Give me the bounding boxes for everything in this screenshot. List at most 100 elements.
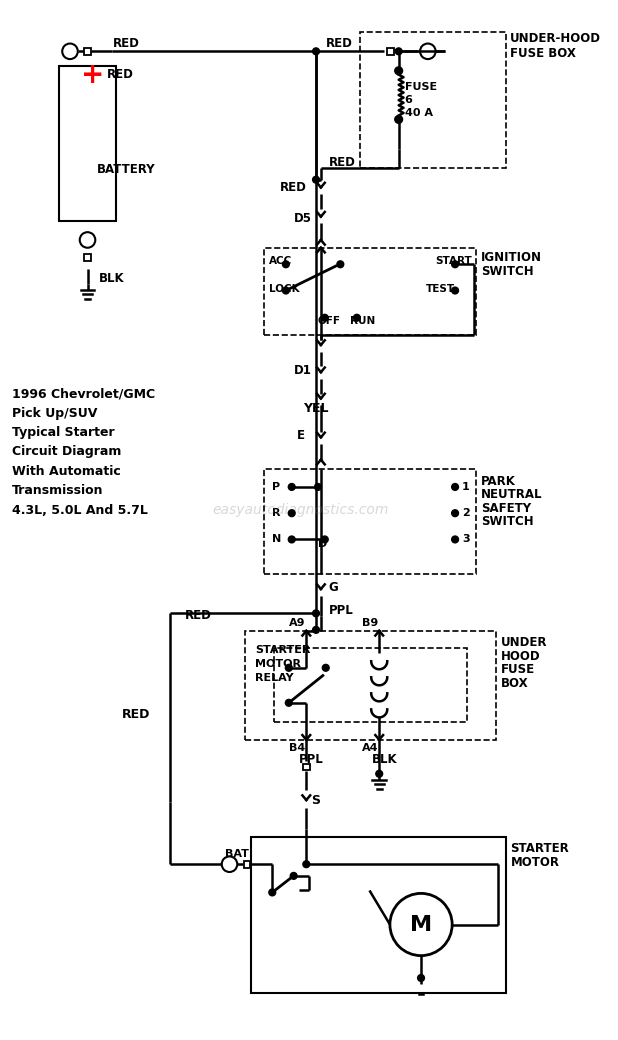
Text: MOTOR: MOTOR [510, 856, 559, 868]
Bar [59, 66, 116, 220]
Circle shape [452, 287, 459, 294]
Text: B9: B9 [362, 618, 378, 628]
Text: G: G [329, 580, 339, 594]
Text: D1: D1 [294, 364, 311, 376]
Text: A4: A4 [362, 743, 378, 753]
Text: Typical Starter: Typical Starter [12, 426, 114, 439]
Text: 3: 3 [462, 535, 470, 545]
Circle shape [395, 67, 402, 75]
Bar [360, 32, 506, 168]
Circle shape [289, 484, 295, 490]
Text: BAT: BAT [224, 850, 248, 859]
Circle shape [313, 176, 320, 183]
Circle shape [452, 510, 459, 517]
Text: D5: D5 [294, 212, 311, 225]
Circle shape [321, 314, 328, 321]
Text: STARTER: STARTER [510, 842, 569, 855]
Circle shape [337, 261, 344, 267]
Text: R: R [273, 509, 281, 518]
Bar [303, 763, 310, 771]
Circle shape [452, 484, 459, 490]
Text: RELAY: RELAY [255, 673, 294, 682]
Circle shape [289, 536, 295, 543]
Text: YEL: YEL [303, 401, 329, 415]
Circle shape [313, 626, 320, 633]
Text: BOX: BOX [501, 677, 528, 690]
Circle shape [452, 261, 459, 267]
Text: 40 A: 40 A [405, 107, 433, 118]
Text: A9: A9 [289, 618, 305, 628]
Text: UNDER: UNDER [501, 636, 548, 649]
Text: Transmission: Transmission [12, 485, 103, 497]
Text: 4.3L, 5.0L And 5.7L: 4.3L, 5.0L And 5.7L [12, 503, 148, 517]
Text: RED: RED [113, 37, 140, 50]
Text: SAFETY: SAFETY [481, 502, 531, 515]
Text: +: + [81, 60, 104, 88]
Text: MOTOR: MOTOR [255, 659, 301, 669]
Circle shape [282, 261, 289, 267]
Circle shape [303, 861, 310, 867]
Circle shape [290, 873, 297, 879]
Text: N: N [273, 535, 282, 545]
Text: START: START [436, 256, 472, 266]
Text: RED: RED [122, 708, 150, 721]
Text: STARTER: STARTER [255, 645, 310, 655]
Text: NEUTRAL: NEUTRAL [481, 488, 543, 501]
Text: ACC: ACC [269, 256, 292, 266]
Bar [84, 254, 91, 261]
Circle shape [315, 484, 321, 490]
Text: With Automatic: With Automatic [12, 465, 121, 478]
Text: 6: 6 [405, 95, 412, 105]
Text: B4: B4 [289, 743, 305, 753]
Text: RED: RED [107, 69, 134, 81]
Circle shape [395, 115, 402, 124]
Circle shape [376, 771, 383, 777]
Text: Pick Up/SUV: Pick Up/SUV [12, 407, 97, 419]
Bar [243, 861, 250, 867]
Circle shape [353, 314, 360, 321]
Bar [387, 48, 394, 55]
Text: PPL: PPL [298, 753, 323, 765]
Text: PPL: PPL [329, 604, 353, 617]
Circle shape [282, 287, 289, 294]
Text: FUSE BOX: FUSE BOX [509, 47, 575, 59]
Circle shape [313, 609, 320, 617]
Text: PARK: PARK [481, 474, 516, 488]
Bar [265, 469, 476, 574]
Text: 2: 2 [462, 509, 470, 518]
Text: OFF: OFF [318, 316, 341, 326]
Text: UNDER-HOOD: UNDER-HOOD [509, 32, 601, 45]
Text: 1: 1 [462, 482, 470, 492]
Text: SWITCH: SWITCH [481, 516, 534, 528]
Text: RUN: RUN [350, 316, 375, 326]
Text: Circuit Diagram: Circuit Diagram [12, 445, 121, 459]
Circle shape [396, 48, 402, 55]
Text: P: P [273, 482, 281, 492]
Text: FUSE: FUSE [501, 664, 535, 676]
Text: M: M [410, 914, 432, 935]
Circle shape [269, 889, 276, 895]
Text: HOOD: HOOD [501, 650, 540, 662]
Bar [265, 248, 476, 335]
Text: RED: RED [185, 608, 211, 622]
Text: BLK: BLK [371, 753, 397, 765]
Text: RED: RED [326, 37, 353, 50]
Circle shape [286, 700, 292, 706]
Text: easyautodiagnostics.com: easyautodiagnostics.com [212, 503, 389, 517]
Text: S: S [311, 794, 320, 807]
Circle shape [286, 665, 292, 671]
Bar [84, 48, 91, 55]
Text: E: E [297, 428, 305, 442]
Text: TEST: TEST [426, 284, 455, 293]
Bar [245, 631, 496, 739]
Text: LOCK: LOCK [269, 284, 300, 293]
Text: SWITCH: SWITCH [481, 264, 534, 278]
Circle shape [323, 665, 329, 671]
Bar [251, 837, 506, 992]
Text: D: D [318, 540, 327, 549]
Text: RED: RED [329, 156, 355, 168]
Text: RED: RED [280, 181, 307, 193]
Text: BATTERY: BATTERY [97, 163, 156, 177]
Circle shape [452, 536, 459, 543]
Circle shape [418, 974, 425, 982]
